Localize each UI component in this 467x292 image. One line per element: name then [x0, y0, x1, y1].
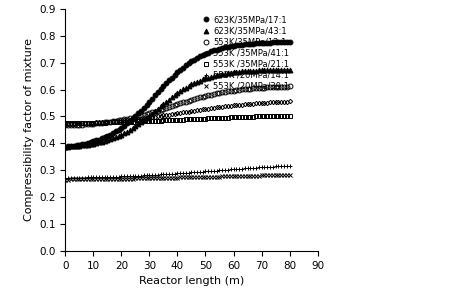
- 553K /20MPa/14:1: [264, 165, 270, 168]
- 553K/35MPa/12:1: [63, 124, 68, 127]
- 553K /20MPa/39:1: [228, 175, 234, 178]
- Line: 553K /20MPa/39:1: 553K /20MPa/39:1: [64, 173, 291, 182]
- 623K/35MPa/43:1: [264, 68, 270, 72]
- 553K /35MPa/21:1: [228, 116, 234, 119]
- 623K/35MPa/43:1: [287, 68, 292, 71]
- 553K /20MPa/39:1: [203, 175, 208, 179]
- 623K/35MPa/43:1: [203, 77, 208, 80]
- 623K/35MPa/43:1: [63, 145, 68, 149]
- Y-axis label: Compressibility factor of mixture: Compressibility factor of mixture: [24, 39, 34, 221]
- 553K /35MPa/41:1: [203, 107, 208, 111]
- 553K /35MPa/21:1: [287, 114, 292, 117]
- 623K/35MPa/17:1: [245, 42, 250, 46]
- Line: 553K /35MPa/41:1: 553K /35MPa/41:1: [64, 100, 291, 125]
- 553K /35MPa/21:1: [63, 121, 68, 125]
- 553K/35MPa/12:1: [287, 85, 292, 88]
- 553K /35MPa/41:1: [264, 101, 270, 104]
- 553K /35MPa/21:1: [245, 115, 250, 119]
- Line: 553K /35MPa/21:1: 553K /35MPa/21:1: [64, 114, 291, 125]
- 553K /20MPa/39:1: [186, 175, 191, 179]
- 623K/35MPa/17:1: [203, 52, 208, 55]
- 553K /35MPa/41:1: [287, 100, 292, 103]
- Line: 553K/35MPa/12:1: 553K/35MPa/12:1: [63, 84, 292, 128]
- 553K /35MPa/21:1: [256, 115, 262, 118]
- 623K/35MPa/43:1: [256, 69, 262, 72]
- 553K /20MPa/14:1: [63, 176, 68, 180]
- 623K/35MPa/17:1: [186, 62, 191, 65]
- 553K /20MPa/14:1: [256, 166, 262, 169]
- Legend: 623K/35MPa/17:1, 623K/35MPa/43:1, 553K/35MPa/12:1, 553K /35MPa/41:1, 553K /35MPa: 623K/35MPa/17:1, 623K/35MPa/43:1, 553K/3…: [201, 15, 289, 91]
- 553K/35MPa/12:1: [228, 89, 234, 93]
- 623K/35MPa/43:1: [245, 69, 250, 73]
- 553K /35MPa/41:1: [186, 110, 191, 113]
- 553K/35MPa/12:1: [256, 86, 262, 90]
- 553K /35MPa/41:1: [256, 101, 262, 105]
- 553K/35MPa/12:1: [264, 86, 270, 89]
- 623K/35MPa/17:1: [228, 44, 234, 48]
- 623K/35MPa/17:1: [287, 40, 292, 44]
- 553K/35MPa/12:1: [186, 99, 191, 102]
- 553K /20MPa/14:1: [228, 168, 234, 171]
- X-axis label: Reactor length (m): Reactor length (m): [139, 277, 244, 286]
- 553K /35MPa/21:1: [186, 118, 191, 121]
- 553K /20MPa/39:1: [264, 174, 270, 177]
- 623K/35MPa/43:1: [186, 84, 191, 88]
- 553K /20MPa/39:1: [287, 173, 292, 177]
- 553K /20MPa/14:1: [203, 170, 208, 173]
- 623K/35MPa/17:1: [256, 41, 262, 45]
- 553K /20MPa/14:1: [245, 166, 250, 170]
- 553K /20MPa/14:1: [186, 171, 191, 174]
- 553K /20MPa/39:1: [256, 174, 262, 177]
- 553K /20MPa/39:1: [63, 178, 68, 181]
- 553K /20MPa/14:1: [287, 164, 292, 167]
- 553K /35MPa/41:1: [228, 104, 234, 107]
- Line: 623K/35MPa/17:1: 623K/35MPa/17:1: [63, 40, 292, 149]
- 553K/35MPa/12:1: [245, 87, 250, 91]
- 553K /35MPa/41:1: [245, 102, 250, 106]
- 623K/35MPa/17:1: [63, 145, 68, 148]
- 553K /35MPa/41:1: [63, 122, 68, 126]
- Line: 553K /20MPa/14:1: 553K /20MPa/14:1: [63, 163, 292, 180]
- 553K /35MPa/21:1: [264, 114, 270, 118]
- 553K /35MPa/21:1: [203, 117, 208, 120]
- 553K/35MPa/12:1: [203, 94, 208, 98]
- 553K /20MPa/39:1: [245, 174, 250, 178]
- 623K/35MPa/43:1: [228, 71, 234, 74]
- 623K/35MPa/17:1: [264, 41, 270, 44]
- Line: 623K/35MPa/43:1: 623K/35MPa/43:1: [63, 67, 292, 149]
